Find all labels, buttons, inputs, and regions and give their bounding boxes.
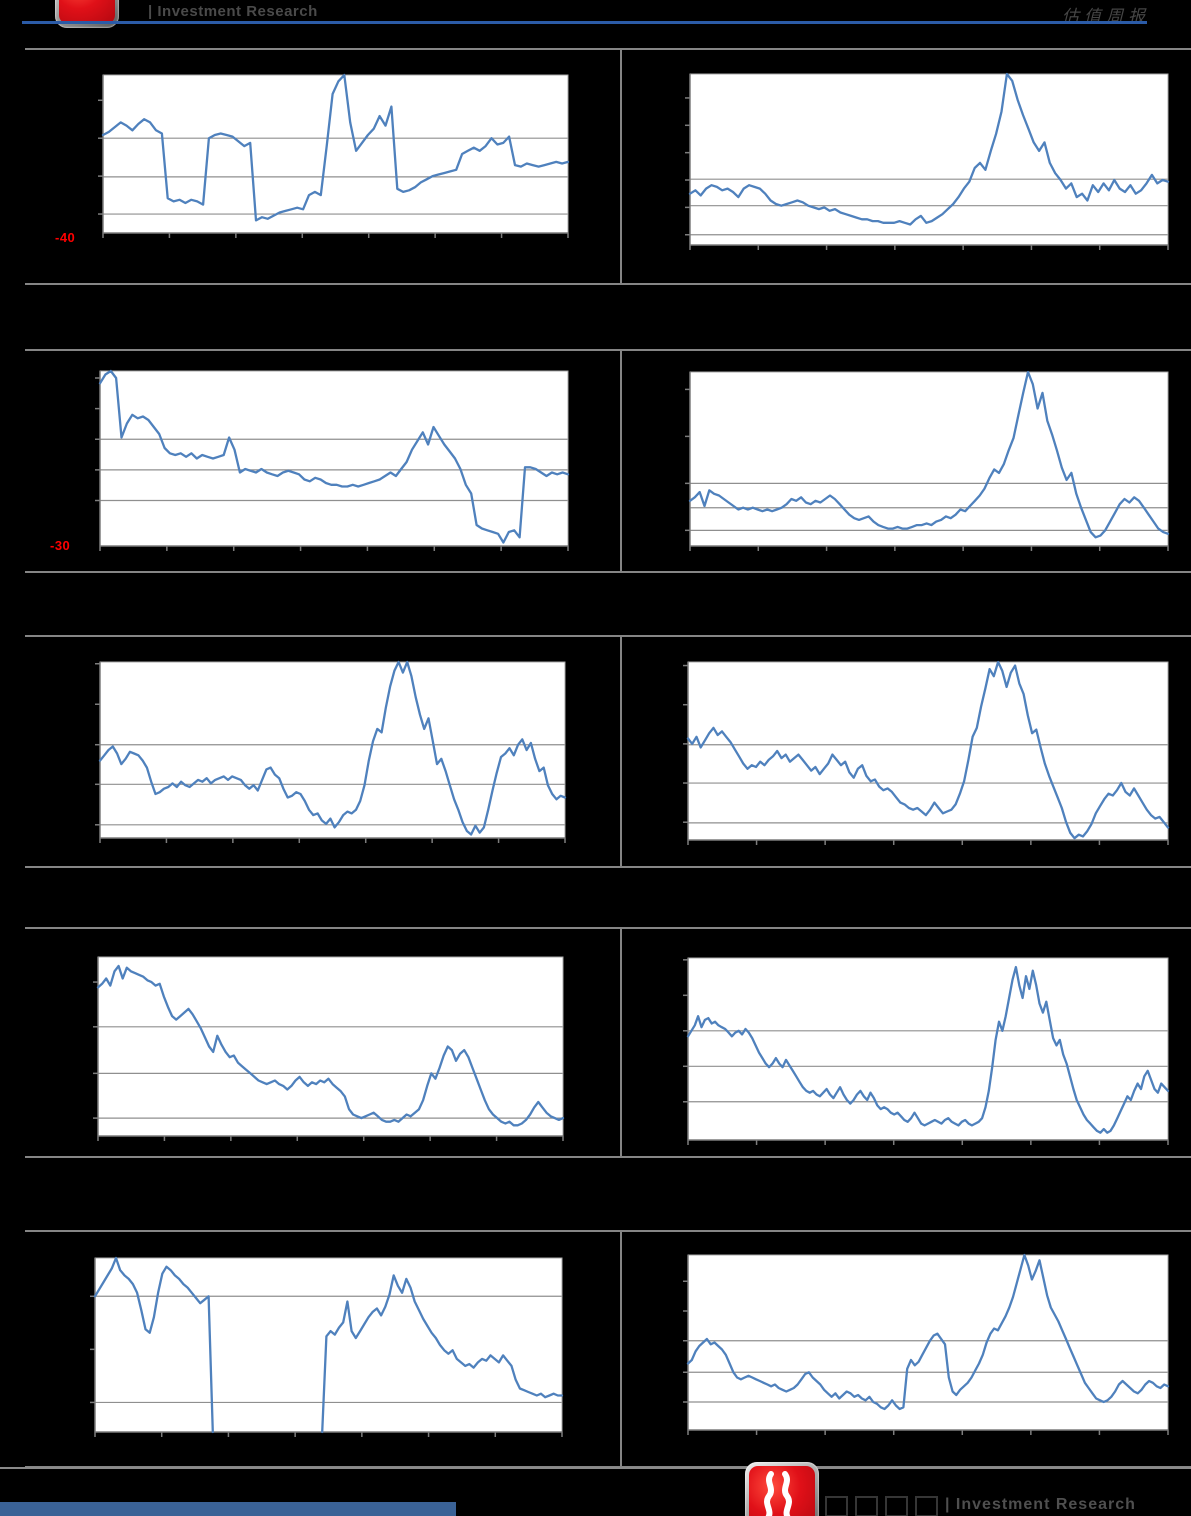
line-chart-8: [683, 957, 1170, 1145]
chart-band-1: [25, 48, 1191, 285]
line-chart-1: [98, 73, 570, 238]
footer-rule: [0, 1467, 1191, 1469]
footer-cn-glyph: [885, 1496, 908, 1516]
line-chart-5: [95, 660, 567, 843]
footer-accent-bar: [0, 1502, 456, 1516]
line-chart-3: [95, 369, 570, 551]
header-brand-text: | Investment Research: [148, 3, 318, 20]
footer-brand-line: | Investment Research: [825, 1496, 1136, 1516]
header-rule: [22, 21, 1147, 24]
column-divider: [620, 929, 622, 1156]
chart-3-ymin-label: -30: [50, 538, 71, 553]
footer-cn-glyph: [855, 1496, 878, 1516]
line-chart-4: [685, 370, 1170, 551]
line-chart-7: [93, 956, 565, 1141]
chart-band-3: [25, 635, 1191, 868]
footer-cn-glyph: [825, 1496, 848, 1516]
chart-1-ymin-label: -40: [55, 230, 76, 245]
footer-brand-logo: [745, 1462, 819, 1516]
header-brand-logo: [55, 0, 119, 30]
line-chart-2: [685, 72, 1170, 250]
line-chart-9: [90, 1256, 564, 1437]
brand-glyph-icon: [764, 1471, 792, 1516]
chart-band-2: [25, 349, 1191, 573]
column-divider: [620, 1232, 622, 1466]
footer-cn-glyph: [915, 1496, 938, 1516]
line-chart-6: [683, 660, 1170, 845]
line-chart-10: [683, 1253, 1170, 1435]
column-divider: [620, 50, 622, 283]
column-divider: [620, 637, 622, 866]
footer-brand-text: | Investment Research: [945, 1496, 1136, 1513]
chart-band-4: [25, 927, 1191, 1158]
column-divider: [620, 351, 622, 571]
